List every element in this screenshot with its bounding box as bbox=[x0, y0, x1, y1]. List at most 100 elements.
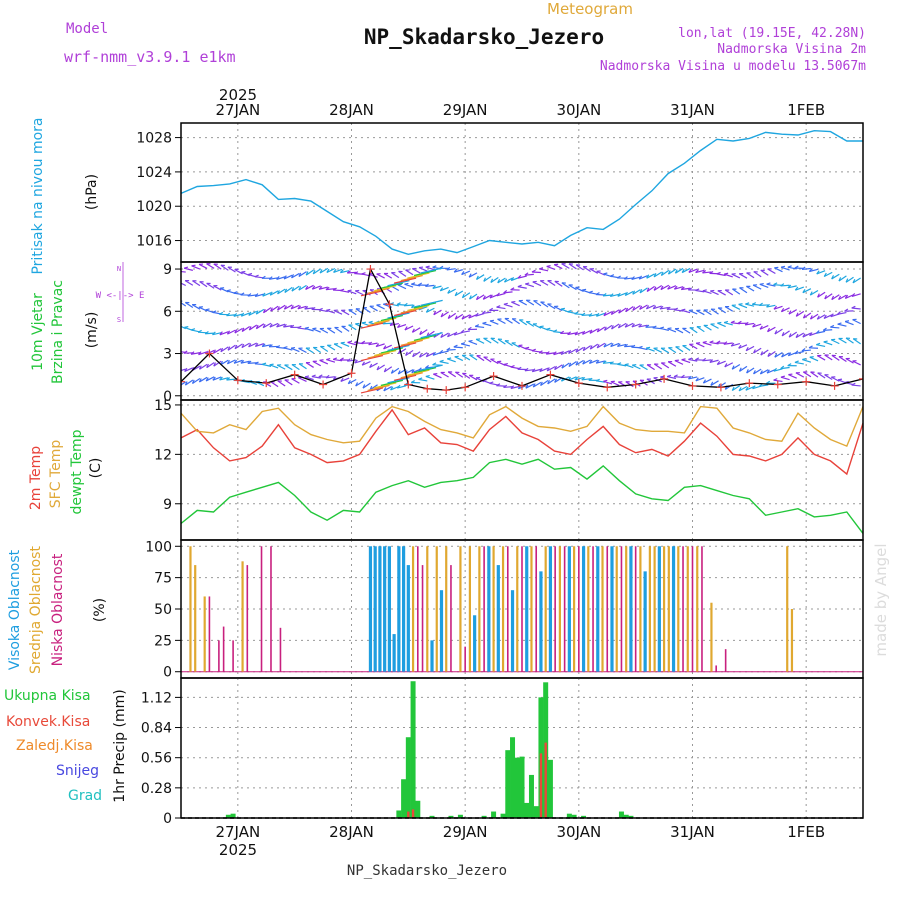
wind-arrow bbox=[241, 312, 250, 317]
wind-arrow bbox=[618, 322, 627, 329]
wind-arrow bbox=[802, 371, 812, 378]
wind-arrow bbox=[219, 331, 229, 336]
wind-arrow bbox=[795, 372, 805, 378]
wind-arrow bbox=[305, 347, 314, 354]
wind-arrow bbox=[249, 324, 258, 331]
wind-arrow bbox=[405, 269, 414, 276]
wind-arrow bbox=[440, 332, 449, 339]
mid-cloud-bar bbox=[686, 546, 689, 672]
wind-arrow-head bbox=[525, 282, 530, 285]
wind-speed-marker bbox=[859, 374, 863, 383]
wind-arrow-head bbox=[375, 343, 380, 348]
wind-arrow-head bbox=[623, 276, 628, 280]
wind-arrow bbox=[688, 376, 698, 380]
wind-arrow-head bbox=[780, 375, 785, 378]
precip-total-bar bbox=[500, 813, 506, 818]
wind-arrow bbox=[262, 363, 272, 367]
wind-arrow bbox=[589, 328, 599, 334]
wind-arrow-head bbox=[794, 286, 799, 291]
wind-strong-arrow bbox=[413, 269, 437, 277]
wind-arrow bbox=[547, 280, 556, 287]
wind-arrow bbox=[702, 271, 712, 274]
wind-arrow bbox=[660, 362, 670, 369]
wind-arrow-head bbox=[752, 323, 756, 328]
wind-arrow-head bbox=[575, 361, 579, 366]
wind-arrow-head bbox=[297, 305, 302, 310]
wind-arrow bbox=[497, 318, 506, 324]
wind-arrow bbox=[305, 362, 314, 368]
wind-arrow bbox=[446, 348, 456, 351]
wind-arrow bbox=[546, 352, 556, 355]
wind-arrow bbox=[397, 385, 407, 389]
wind-arrow bbox=[852, 338, 861, 345]
wind-arrow-head bbox=[489, 319, 495, 322]
wind-arrow bbox=[553, 264, 563, 270]
wind-arrow-head bbox=[403, 302, 408, 307]
wind-arrow bbox=[845, 294, 854, 299]
wind-arrow-head bbox=[206, 363, 209, 368]
wind-arrow-head bbox=[603, 379, 608, 382]
top-date-label-1: 28JAN bbox=[329, 101, 374, 119]
wind-arrow-head bbox=[241, 343, 245, 348]
wind-arrow-head bbox=[291, 274, 295, 279]
credit-watermark: made by Angel bbox=[872, 543, 890, 656]
wind-arrow bbox=[767, 268, 776, 274]
wind-arrow bbox=[639, 287, 648, 294]
wind-arrow-head bbox=[824, 294, 827, 300]
wind-arrow bbox=[702, 290, 712, 295]
wind-arrow bbox=[199, 363, 208, 370]
wind-speed-marker bbox=[603, 383, 612, 392]
wind-arrow-head bbox=[787, 363, 792, 367]
wind-arrow bbox=[681, 287, 691, 291]
high-cloud-bar bbox=[439, 590, 444, 672]
wind-arrow bbox=[732, 288, 741, 295]
wind-arrow-head bbox=[838, 295, 842, 300]
wind-arrow bbox=[284, 379, 293, 386]
mid-cloud-bar bbox=[639, 546, 642, 672]
wind-arrow-head bbox=[191, 379, 195, 384]
wind-arrow-head bbox=[460, 342, 466, 345]
wind-arrow-head bbox=[588, 290, 593, 294]
wind-arrow-head bbox=[318, 374, 323, 378]
wind-arrow-head bbox=[490, 278, 494, 283]
high-cloud-bar bbox=[539, 571, 543, 672]
wind-arrow bbox=[248, 342, 258, 348]
wind-arrow bbox=[305, 269, 314, 276]
wind-arrow bbox=[404, 369, 414, 375]
wind-arrow-head bbox=[305, 271, 309, 276]
wind-tick-label-2: 6 bbox=[163, 304, 172, 320]
wind-arrow bbox=[326, 267, 336, 274]
precip-conv-bar bbox=[544, 742, 547, 818]
wind-arrow bbox=[653, 284, 663, 291]
wind-arrow bbox=[504, 340, 513, 347]
wind-arrow bbox=[561, 263, 570, 269]
wind-arrow bbox=[547, 303, 556, 310]
precip-total-bar bbox=[566, 813, 572, 818]
precip-total-bar bbox=[547, 759, 553, 818]
wind-arrow bbox=[511, 301, 520, 307]
wind-arrow bbox=[312, 328, 321, 333]
wind-arrow-head bbox=[468, 314, 472, 319]
wind-arrow bbox=[745, 386, 755, 391]
wind-arrow-head bbox=[234, 329, 238, 334]
low-cloud-bar bbox=[592, 546, 594, 672]
wind-arrow bbox=[675, 267, 684, 274]
wind-arrow-head bbox=[616, 275, 621, 279]
wind-arrow bbox=[318, 309, 328, 313]
wind-arrow-head bbox=[467, 326, 472, 331]
wind-arrow bbox=[837, 311, 847, 315]
wind-arrow-head bbox=[702, 289, 707, 292]
wind-arrow-head bbox=[425, 283, 429, 287]
wind-arrow-head bbox=[639, 305, 643, 310]
precip-panel: 0 0.28 0.56 0.84 1.12 bbox=[141, 677, 864, 827]
wind-arrow bbox=[625, 381, 634, 388]
wind-strong-arrow bbox=[367, 352, 390, 359]
wind-strong-arrow bbox=[380, 282, 403, 289]
wind-arrow bbox=[533, 300, 542, 307]
wind-arrow bbox=[184, 367, 194, 373]
wind-arrow bbox=[838, 356, 847, 363]
wind-arrow bbox=[639, 364, 648, 371]
wind-arrow-head bbox=[197, 329, 202, 333]
wind-arrow-head bbox=[695, 377, 699, 382]
wind-arrow-head bbox=[631, 323, 635, 328]
